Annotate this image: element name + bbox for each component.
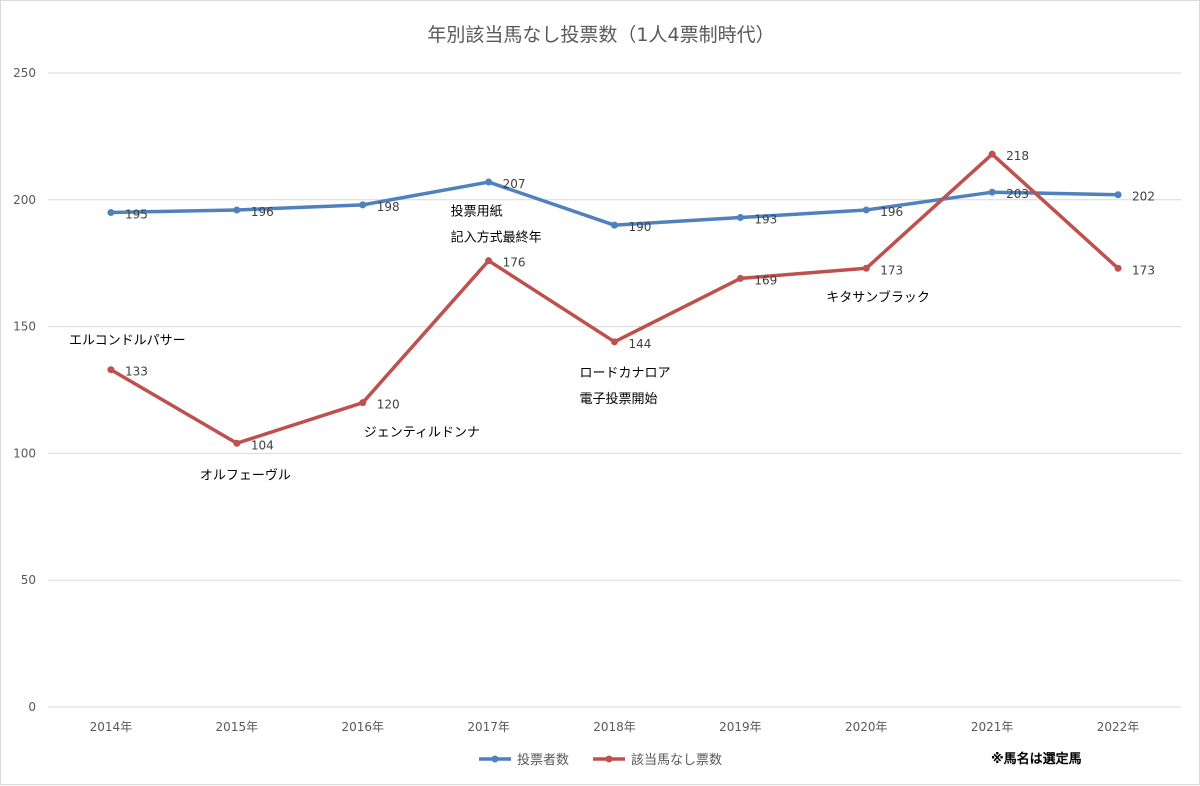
- y-tick-label: 50: [21, 573, 36, 587]
- x-tick-label: 2019年: [719, 720, 762, 734]
- data-point: [736, 274, 744, 282]
- data-point: [485, 178, 493, 186]
- x-tick-label: 2014年: [90, 720, 133, 734]
- data-point: [1114, 191, 1122, 199]
- note-text: ※馬名は選定馬: [991, 751, 1082, 767]
- y-tick-label: 200: [13, 193, 36, 207]
- legend-entry: 投票者数: [517, 752, 569, 768]
- data-label: 198: [377, 200, 400, 214]
- data-point: [1114, 264, 1122, 272]
- data-label: 169: [754, 273, 777, 287]
- data-label: 133: [125, 365, 148, 379]
- data-label: 173: [1132, 263, 1155, 277]
- data-label: 176: [503, 256, 526, 270]
- legend: 投票者数 該当馬なし票数: [479, 752, 722, 768]
- data-label: 203: [1006, 187, 1029, 201]
- data-point: [359, 399, 367, 407]
- annotation-label: 記入方式最終年: [451, 230, 542, 246]
- x-tick-label: 2015年: [216, 720, 259, 734]
- y-tick-label: 150: [13, 320, 36, 334]
- x-tick-label: 2021年: [971, 720, 1014, 734]
- data-label: 196: [880, 205, 903, 219]
- data-point: [233, 439, 241, 447]
- y-tick-label: 0: [28, 700, 36, 714]
- data-label: 104: [251, 438, 274, 452]
- annotation-label: 投票用紙: [451, 204, 503, 220]
- data-label: 202: [1132, 190, 1155, 204]
- annotation-label: ジェンティルドンナ: [364, 426, 480, 441]
- annotation-label: オルフェーヴル: [200, 467, 291, 483]
- annotation-label: キタサンブラック: [826, 289, 930, 305]
- legend-entry: 該当馬なし票数: [631, 752, 722, 768]
- data-label: 173: [880, 263, 903, 277]
- data-point: [107, 366, 115, 374]
- data-point: [107, 208, 115, 216]
- y-tick-label: 250: [13, 66, 36, 80]
- data-label: 144: [629, 337, 652, 351]
- data-label: 207: [503, 177, 526, 191]
- data-label: 195: [125, 207, 148, 221]
- chart-title: 年別該当馬なし投票数（1人4票制時代）: [427, 24, 774, 46]
- data-label: 120: [377, 398, 400, 412]
- data-point: [233, 206, 241, 214]
- data-point: [736, 214, 744, 222]
- y-tick-label: 100: [13, 446, 36, 460]
- data-point: [862, 264, 870, 272]
- annotation-label: ロードカナロア: [580, 366, 671, 381]
- data-point: [988, 188, 996, 196]
- legend-marker: [605, 755, 613, 763]
- annotation-label: エルコンドルパサー: [69, 334, 186, 349]
- series-lines: [107, 150, 1122, 447]
- data-label: 196: [251, 205, 274, 219]
- legend-marker: [491, 755, 499, 763]
- data-point: [611, 221, 618, 229]
- data-label: 193: [754, 213, 777, 227]
- x-tick-label: 2016年: [341, 720, 384, 734]
- x-axis-ticks: 2014年 2015年 2016年 2017年 2018年 2019年 2020年 2021年…: [90, 720, 1140, 734]
- data-point: [988, 150, 996, 158]
- data-point: [485, 257, 493, 265]
- data-point: [611, 338, 618, 346]
- x-tick-label: 2018年: [593, 720, 636, 734]
- annotation-label: 電子投票開始: [580, 391, 658, 407]
- x-tick-label: 2020年: [845, 720, 888, 734]
- y-axis-ticks: 0 50 100 150 200 250: [13, 66, 36, 714]
- data-point: [359, 201, 367, 209]
- data-point: [862, 206, 870, 214]
- x-tick-label: 2017年: [467, 720, 510, 734]
- data-label: 218: [1006, 149, 1029, 163]
- gridlines: [48, 72, 1181, 708]
- data-labels: 195 196 198 207 190 193 196 203 202 133 104 120 176 1…: [125, 149, 1155, 452]
- x-tick-label: 2022年: [1097, 720, 1140, 734]
- data-label: 190: [629, 220, 652, 234]
